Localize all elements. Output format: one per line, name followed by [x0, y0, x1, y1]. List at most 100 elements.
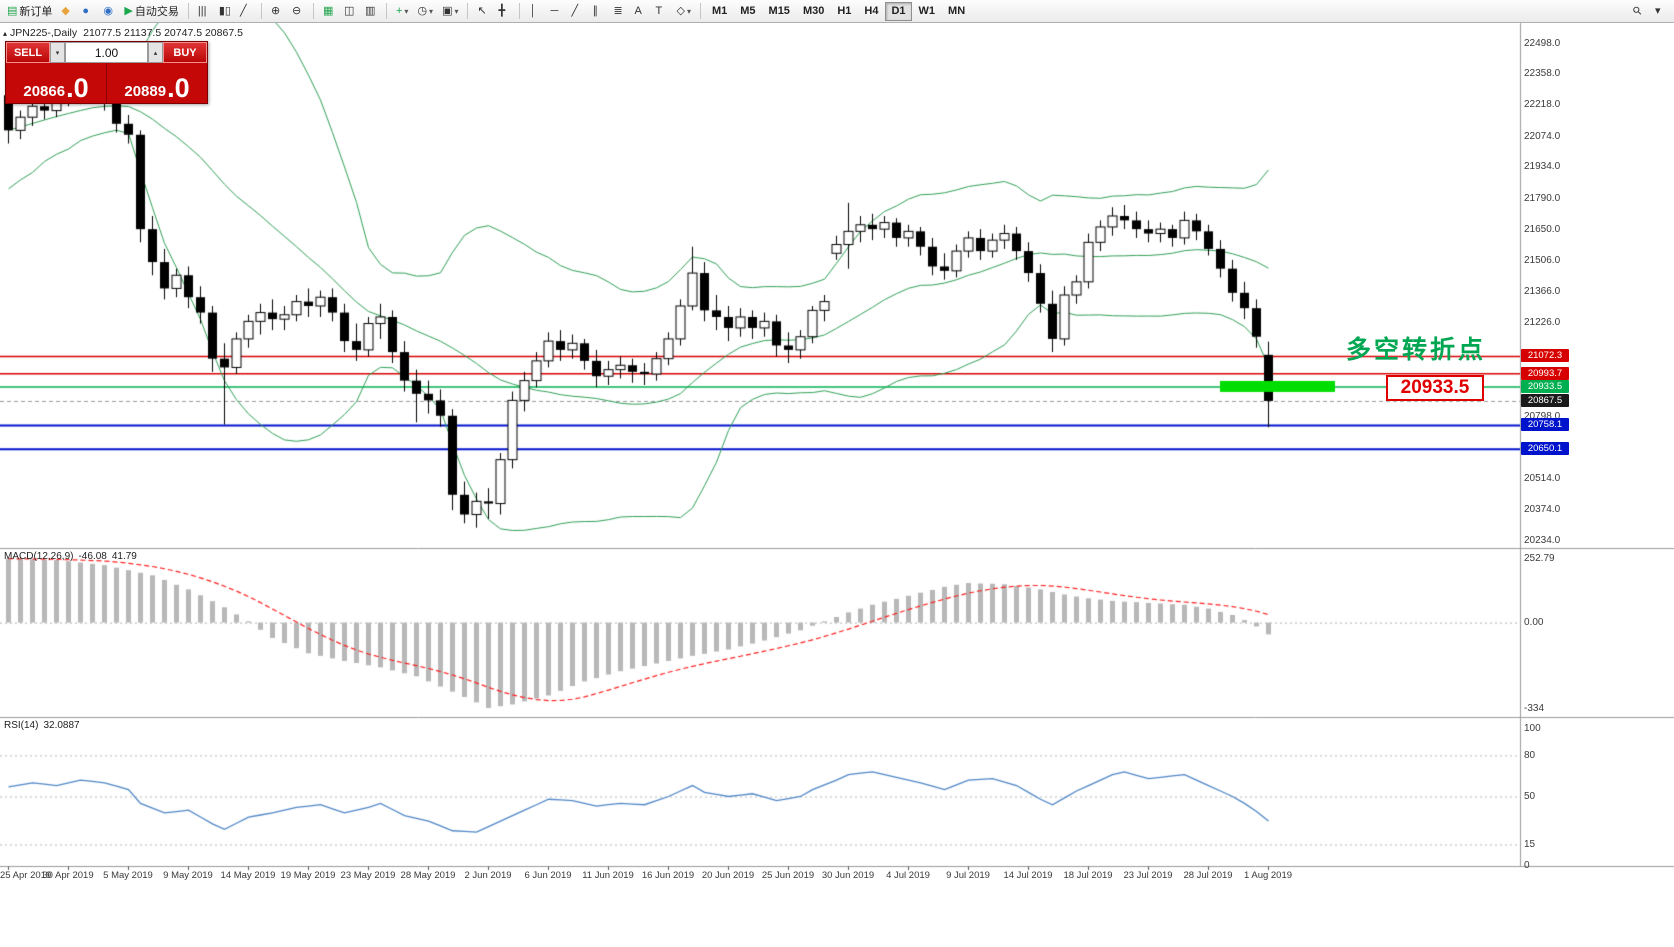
templates-icon: ▣: [442, 4, 453, 17]
chevron-down-icon: ▾: [429, 6, 434, 16]
toolbar-button-label: 新订单: [19, 6, 53, 18]
auto-trading-button[interactable]: ▶ 自动交易: [120, 2, 182, 21]
toolbar-button-label: M15: [768, 5, 790, 17]
fibonacci-icon: ≣: [613, 4, 623, 17]
toolbar-button-label: M30: [802, 5, 825, 17]
new-order-button[interactable]: ▤ 新订单: [3, 2, 56, 21]
volume-decrement-button[interactable]: ▾: [50, 42, 65, 63]
auto-trading-icon: ▶: [124, 4, 133, 17]
line-chart-icon: ╱: [239, 4, 247, 17]
channel-button[interactable]: ∥: [588, 2, 608, 21]
bar-chart-button[interactable]: |||: [194, 2, 214, 21]
timeframe-m15-button[interactable]: M15: [763, 2, 796, 21]
trendline-button[interactable]: ╱: [567, 2, 587, 21]
macd-signal-value: 41.79: [111, 551, 137, 562]
trendline-icon: ╱: [571, 4, 579, 17]
timeframe-h4-button[interactable]: H4: [858, 2, 884, 21]
zoom-out-icon: ⊖: [291, 4, 302, 17]
text-icon: A: [634, 4, 642, 17]
new-chart-button[interactable]: ◫: [340, 2, 360, 21]
fibonacci-button[interactable]: ≣: [609, 2, 629, 21]
templates-button[interactable]: ▣ ▾: [438, 2, 462, 21]
vertical-line-button[interactable]: │: [525, 2, 545, 21]
charts-bar-icon: ◆: [61, 4, 70, 17]
price-annotation-box[interactable]: 20933.5: [1386, 375, 1484, 401]
toolbar-button-label: MN: [948, 5, 966, 17]
chart-shift-icon: ▥: [364, 4, 376, 17]
turning-point-annotation[interactable]: 多空转折点: [1346, 336, 1487, 364]
charts-bar-button[interactable]: ◆: [57, 2, 77, 21]
toolbar-button-label: W1: [918, 5, 936, 17]
ohlc-readout: 21077.5 21137.5 20747.5 20867.5: [83, 27, 243, 39]
toolbar-separator: [467, 3, 469, 19]
chevron-down-icon: ▾: [55, 49, 60, 57]
toolbar-button-label: M1: [711, 5, 728, 17]
toolbar-separator: [699, 3, 701, 19]
text-label-icon: T: [655, 4, 663, 17]
horizontal-line-icon: ─: [550, 4, 559, 17]
cursor-button[interactable]: ↖: [473, 2, 493, 21]
time-axis[interactable]: [0, 867, 1520, 883]
chart-collapse-icon[interactable]: ▴: [3, 29, 8, 38]
zoom-out-button[interactable]: ⊖: [288, 2, 308, 21]
shapes-button[interactable]: ◇ ▾: [672, 2, 694, 21]
toolbar-button-label: 自动交易: [134, 6, 179, 18]
bar-chart-icon: |||: [197, 4, 207, 17]
crosshair-icon: ╋: [498, 4, 506, 17]
rsi-name: RSI(14): [4, 720, 39, 731]
data-window-button[interactable]: ◉: [99, 2, 119, 21]
chevron-down-icon: ▾: [454, 6, 459, 16]
rsi-indicator-label: RSI(14) 32.0887: [4, 720, 85, 731]
buy-price[interactable]: 20889 .0: [107, 63, 207, 103]
toolbar-separator: [312, 3, 314, 19]
text-button[interactable]: A: [630, 2, 650, 21]
tile-windows-button[interactable]: ▦: [319, 2, 339, 21]
new-order-icon: ▤: [7, 4, 18, 17]
price-axis[interactable]: [1521, 23, 1674, 866]
text-label-button[interactable]: T: [651, 2, 671, 21]
profiles-icon: ●: [82, 4, 90, 17]
zoom-in-button[interactable]: ⊕: [267, 2, 287, 21]
toolbar-overflow-button[interactable]: ▾: [1651, 2, 1671, 21]
rsi-value: 32.0887: [43, 720, 80, 731]
indicators-button[interactable]: + ▾: [392, 2, 412, 21]
periods-button[interactable]: ◷ ▾: [413, 2, 437, 21]
macd-name: MACD(12,26,9): [4, 551, 74, 562]
timeframe-m1-button[interactable]: M1: [706, 2, 733, 21]
timeframe-d1-button[interactable]: D1: [885, 1, 912, 21]
symbol-search-button[interactable]: ⚲: [1630, 2, 1650, 21]
timeframe-m5-button[interactable]: M5: [734, 2, 761, 21]
buy-price-int: 20889: [124, 83, 167, 100]
data-window-icon: ◉: [103, 4, 114, 17]
horizontal-line-button[interactable]: ─: [546, 2, 566, 21]
profiles-button[interactable]: ●: [78, 2, 98, 21]
timeframe-m30-button[interactable]: M30: [797, 2, 830, 21]
sell-price[interactable]: 20866 .0: [6, 63, 107, 103]
chart-shift-button[interactable]: ▥: [361, 2, 381, 21]
candlestick-chart-button[interactable]: ▮▯: [215, 2, 235, 21]
volume-input[interactable]: [65, 42, 148, 63]
zoom-in-icon: ⊕: [270, 4, 281, 17]
symbol-period-label: JPN225-,Daily: [10, 27, 78, 39]
chart-symbol-header: ▴ JPN225-,Daily 21077.5 21137.5 20747.5 20…: [3, 27, 243, 39]
line-chart-button[interactable]: ╱: [236, 2, 256, 21]
timeframe-h1-button[interactable]: H1: [831, 2, 857, 21]
candlestick-chart-icon: ▮▯: [218, 4, 231, 17]
toolbar-separator: [385, 3, 387, 19]
volume-increment-button[interactable]: ▴: [148, 42, 163, 63]
vertical-line-icon: │: [529, 4, 537, 17]
timeframe-mn-button[interactable]: MN: [942, 2, 971, 21]
timeframe-w1-button[interactable]: W1: [913, 2, 942, 21]
tile-windows-icon: ▦: [322, 4, 334, 17]
macd-indicator-label: MACD(12,26,9) -46.08 41.79: [4, 551, 142, 562]
toolbar-button-label: H1: [837, 5, 852, 17]
toolbar: ▤ 新订单 ◆ ● ◉ ▶ 自动交易 ||| ▮▯ ╱ ⊕ ⊖ ▦ ◫ ▥ + ▾ ◷ ▾ ▣ ▾ ↖ ╋ │ ─ ╱ ∥ ≣ A T ◇ ▾…: [0, 0, 1674, 23]
one-click-trading-panel: SELL ▾ ▴ BUY 20866 .0 20889 .0: [5, 41, 208, 104]
sell-button[interactable]: SELL: [6, 42, 50, 63]
toolbar-separator: [519, 3, 521, 19]
crosshair-button[interactable]: ╋: [494, 2, 514, 21]
toolbar-separator: [260, 3, 262, 19]
toolbar-button-label: H4: [864, 5, 879, 17]
buy-button[interactable]: BUY: [163, 42, 207, 63]
